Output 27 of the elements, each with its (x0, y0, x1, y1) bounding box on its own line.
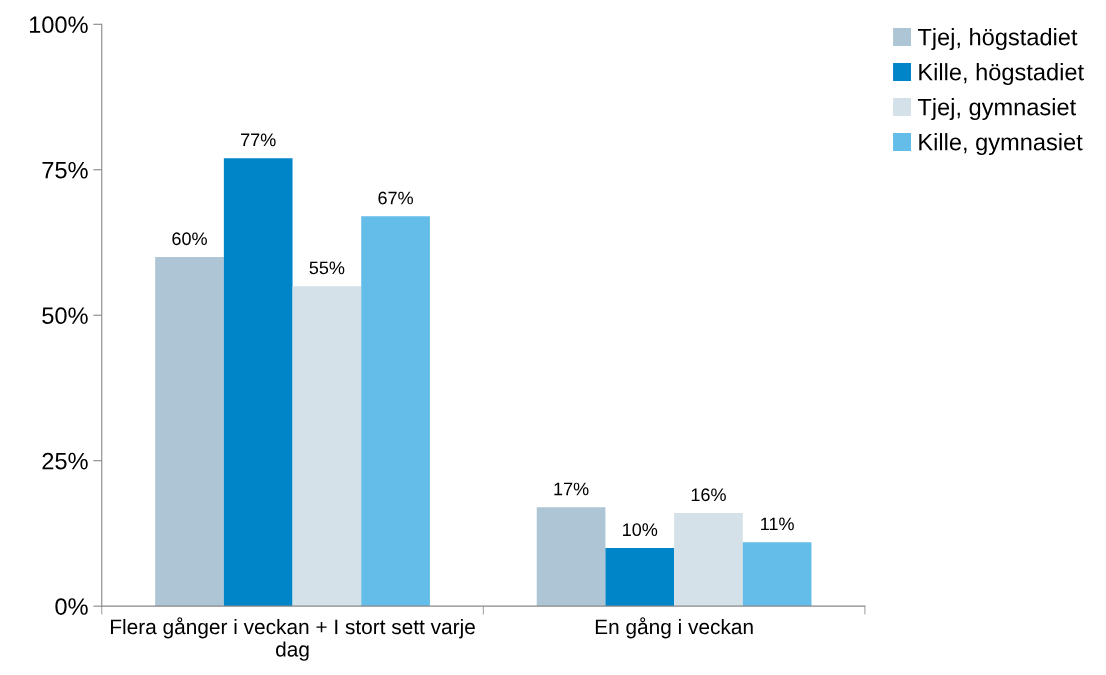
data-label: 10% (623, 523, 658, 537)
legend-label: Tjej, högstadiet (917, 28, 1078, 51)
y-tick-label: 25% (42, 452, 88, 470)
x-tick-label: Flera gånger i veckan + I stort sett varje dag (111, 617, 475, 661)
x-tick-label: En gång i veckan (595, 617, 753, 639)
legend-label: Kille, högstadiet (919, 63, 1084, 86)
bar (605, 547, 675, 607)
bar (155, 257, 224, 607)
data-label: 17% (554, 482, 589, 496)
bar (292, 286, 362, 607)
legend-label: Tjej, gymnasiet (917, 98, 1076, 121)
bar (674, 513, 743, 607)
y-tick-label: 75% (42, 161, 88, 179)
data-label: 77% (241, 133, 276, 147)
data-label: 67% (378, 191, 413, 205)
data-label: 55% (309, 261, 345, 275)
bar (361, 216, 430, 607)
y-tick-label: 50% (42, 307, 88, 325)
data-label: 11% (761, 517, 794, 531)
bar (223, 158, 293, 607)
bar (742, 542, 812, 607)
data-label: 16% (691, 488, 726, 502)
data-label: 60% (172, 232, 207, 246)
bar (536, 507, 606, 607)
legend-label: Kille, gymnasiet (919, 133, 1083, 156)
y-tick-label: 0% (55, 598, 88, 615)
y-tick-label: 100% (29, 16, 88, 34)
